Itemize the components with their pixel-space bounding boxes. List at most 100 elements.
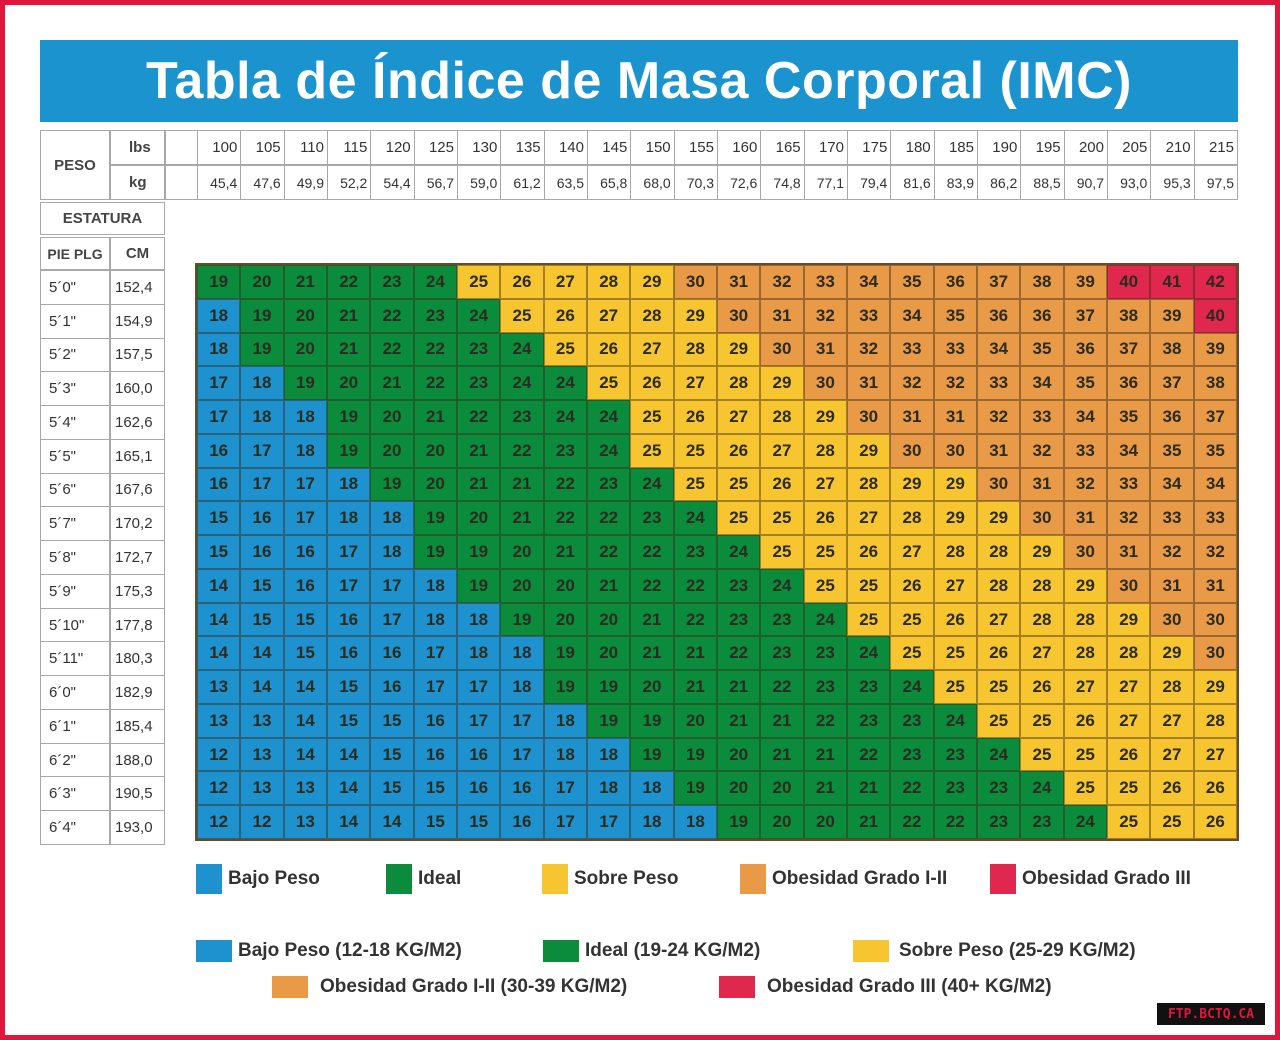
pie-plg-label: PIE PLG: [40, 237, 110, 270]
bmi-cell: 14: [240, 670, 284, 704]
bmi-cell: 26: [933, 602, 977, 637]
bmi-cell: 23: [847, 703, 891, 738]
bmi-cell: 14: [283, 737, 327, 772]
height-cm-label: 152,4: [110, 270, 165, 305]
kg-tick: 65,8: [587, 165, 632, 200]
height-ft-label: 5´6": [40, 472, 110, 508]
bmi-cell: 21: [457, 467, 501, 502]
bmi-cell: 22: [803, 703, 847, 738]
bmi-cell: 26: [1193, 771, 1237, 806]
height-ft-label: 5´2": [40, 337, 110, 373]
lbs-tick: 105: [240, 130, 285, 165]
bmi-cell: 12: [197, 805, 241, 839]
bmi-cell: 18: [673, 805, 717, 839]
bmi-cell: 19: [673, 737, 717, 772]
height-ft-label: 5´10": [40, 607, 110, 643]
bmi-cell: 34: [890, 298, 934, 333]
bmi-cell: 34: [1020, 366, 1064, 401]
bmi-cell: 20: [587, 602, 631, 637]
bmi-cell: 23: [673, 535, 717, 569]
bmi-cell: 25: [1107, 805, 1151, 839]
bmi-cell: 19: [587, 670, 631, 704]
bmi-cell: 23: [933, 771, 977, 806]
bmi-cell: 13: [240, 771, 284, 806]
bmi-cell: 24: [500, 332, 544, 367]
bmi-cell: 28: [847, 467, 891, 502]
bmi-cell: 25: [717, 501, 761, 536]
bmi-cell: 21: [760, 703, 804, 738]
kg-tick: 93,0: [1107, 165, 1152, 200]
kg-tick: 95,3: [1150, 165, 1195, 200]
bmi-cell: 26: [1107, 737, 1151, 772]
kg-tick: 88,5: [1020, 165, 1065, 200]
bmi-cell: 35: [1107, 400, 1151, 434]
bmi-cell: 29: [847, 433, 891, 468]
bmi-cell: 25: [1020, 703, 1064, 738]
swatch-obesidad3: [990, 864, 1016, 894]
bmi-cell: 41: [1150, 265, 1194, 299]
height-cm-label: 162,6: [110, 405, 165, 440]
bmi-cell: 19: [370, 467, 414, 502]
bmi-cell: 34: [1063, 400, 1107, 434]
bmi-cell: 24: [847, 636, 891, 671]
bmi-cell: 25: [1020, 737, 1064, 772]
lbs-tick: 120: [370, 130, 415, 165]
bmi-cell: 17: [240, 433, 284, 468]
bmi-cell: 22: [673, 602, 717, 637]
bmi-cell: 34: [977, 332, 1021, 367]
bmi-cell: 35: [1063, 366, 1107, 401]
bmi-cell: 34: [1150, 467, 1194, 502]
bmi-cell: 20: [457, 501, 501, 536]
lbs-tick: 175: [847, 130, 892, 165]
bmi-cell: 20: [717, 771, 761, 806]
bmi-cell: 19: [587, 703, 631, 738]
bmi-cell: 16: [240, 535, 284, 569]
legend-obesidad3: Obesidad Grado III: [990, 864, 1191, 894]
bmi-cell: 17: [370, 602, 414, 637]
bmi-cell: 36: [1150, 400, 1194, 434]
bmi-cell: 36: [933, 265, 977, 299]
bmi-cell: 17: [500, 737, 544, 772]
bmi-cell: 28: [977, 568, 1021, 603]
bmi-cell: 31: [977, 433, 1021, 468]
bmi-cell: 28: [1107, 636, 1151, 671]
bmi-cell: 22: [370, 298, 414, 333]
height-ft-label: 5´9": [40, 573, 110, 609]
estatura-label: ESTATURA: [40, 202, 165, 235]
legend-label: Obesidad Grado III: [1022, 868, 1191, 889]
bmi-cell: 19: [457, 568, 501, 603]
bmi-cell: 22: [457, 400, 501, 434]
bmi-grid: 19 20 21 22 23 24 25 26 27 28 29 30 31 32 33 34 35 36 37 38…: [195, 263, 1239, 841]
bmi-cell: 18: [413, 602, 457, 637]
bmi-cell: 26: [500, 265, 544, 299]
bmi-cell: 18: [500, 636, 544, 671]
bmi-cell: 14: [283, 703, 327, 738]
bmi-cell: 14: [327, 737, 371, 772]
bmi-cell: 29: [673, 298, 717, 333]
bmi-cell: 21: [803, 737, 847, 772]
bmi-cell: 32: [1150, 535, 1194, 569]
bmi-cell: 19: [630, 703, 674, 738]
bmi-cell: 25: [890, 602, 934, 637]
bmi-cell: 24: [587, 433, 631, 468]
bmi-cell: 33: [890, 332, 934, 367]
bmi-cell: 19: [543, 636, 587, 671]
bmi-cell: 28: [587, 265, 631, 299]
bmi-cell: 16: [370, 636, 414, 671]
bmi-cell: 23: [370, 265, 414, 299]
legend-label: Sobre Peso: [574, 868, 679, 889]
bmi-cell: 25: [500, 298, 544, 333]
bmi-cell: 15: [370, 703, 414, 738]
bmi-cell: 27: [587, 298, 631, 333]
bmi-cell: 31: [717, 265, 761, 299]
bmi-cell: 27: [1150, 737, 1194, 772]
bmi-cell: 17: [370, 568, 414, 603]
bmi-cell: 21: [630, 602, 674, 637]
bmi-cell: 23: [457, 366, 501, 401]
bmi-cell: 27: [1193, 737, 1237, 772]
bmi-cell: 30: [1063, 535, 1107, 569]
peso-label: PESO: [40, 130, 110, 200]
lbs-tick: 190: [977, 130, 1022, 165]
bmi-cell: 24: [933, 703, 977, 738]
bmi-cell: 36: [1020, 298, 1064, 333]
